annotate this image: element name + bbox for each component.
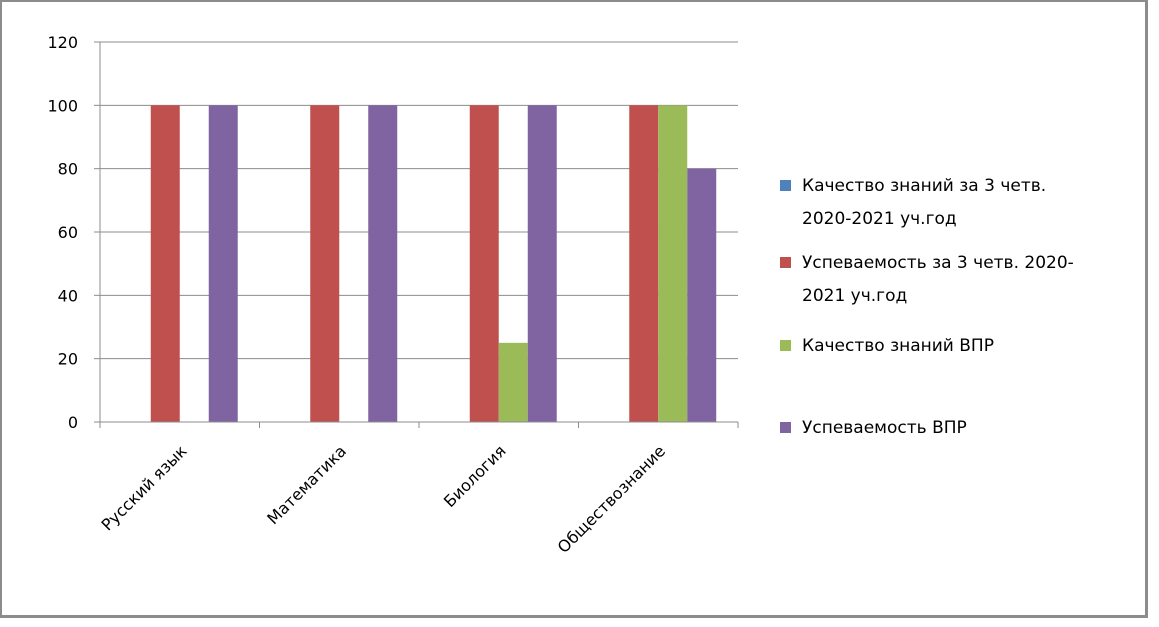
legend-label: Успеваемость за 3 четв. 2020- [802,253,1074,273]
legend-entry: Качество знаний ВПР [780,336,994,356]
bar [527,105,557,422]
legend-entry: Успеваемость ВПР [780,418,967,438]
bar [368,105,398,422]
bar [658,105,688,422]
chart-frame [0,0,1148,618]
x-category-label: Обществознание [554,441,669,556]
x-category-labels: Русский язык Математика Биология Обществозн… [97,441,669,557]
x-category-label: Русский язык [97,441,190,534]
legend: Качество знаний за 3 четв. 2020-2021 уч.г… [780,176,1074,438]
bar [629,105,659,422]
y-tick-label: 60 [58,223,78,242]
legend-swatch [780,422,791,433]
y-tick-label: 80 [58,160,78,179]
y-tick-label: 120 [47,33,78,52]
bar [498,342,528,422]
bar [310,105,340,422]
legend-label: Качество знаний за 3 четв. [802,176,1046,196]
legend-swatch [780,180,791,191]
bar [469,105,499,422]
bar [208,105,238,422]
legend-swatch [780,340,791,351]
legend-label: 2020-2021 уч.год [802,209,957,229]
y-tick-label: 20 [58,350,78,369]
legend-entry: Качество знаний за 3 четв. 2020-2021 уч.г… [780,176,1046,229]
bars [150,105,717,422]
x-category-label: Математика [263,441,350,528]
legend-label: Успеваемость ВПР [802,418,967,438]
legend-swatch [780,257,791,268]
bar [150,105,180,422]
axes [94,41,739,428]
y-tick-label: 0 [68,413,78,432]
legend-label: 2021 уч.год [802,286,907,306]
y-tick-labels: 0 20 40 60 80 100 120 [47,33,78,432]
x-category-label: Биология [440,441,510,511]
legend-label: Качество знаний ВПР [802,336,994,356]
legend-entry: Успеваемость за 3 четв. 2020- 2021 уч.год [780,253,1074,306]
bar [687,168,717,422]
y-tick-label: 40 [58,286,78,305]
y-tick-label: 100 [47,96,78,115]
